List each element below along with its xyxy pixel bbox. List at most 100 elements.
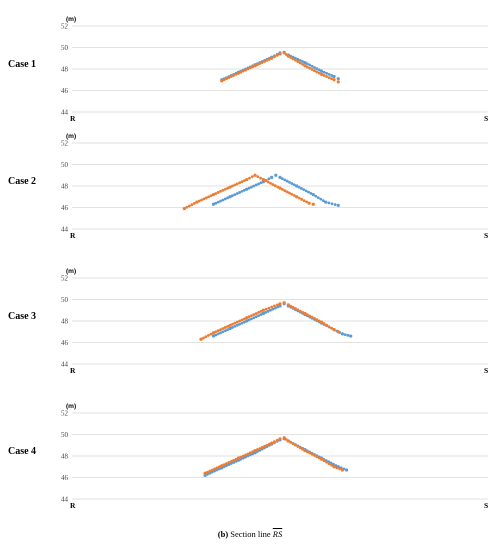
data-point <box>253 64 257 68</box>
profile-marker <box>221 188 225 192</box>
profile-marker <box>240 318 244 322</box>
y-tick-label: 48 <box>61 453 69 461</box>
profile-marker <box>302 188 306 192</box>
data-point <box>236 456 240 460</box>
data-point <box>332 328 336 332</box>
y-unit-label: (m) <box>66 16 76 23</box>
profile-marker <box>241 69 245 73</box>
profile-marker <box>235 182 239 186</box>
profile-marker <box>283 178 287 182</box>
data-point <box>295 184 299 188</box>
profile-marker <box>301 447 304 451</box>
data-point <box>311 202 315 206</box>
profile-marker <box>239 70 243 74</box>
profile-marker <box>280 177 284 181</box>
y-unit-label: (m) <box>66 268 76 275</box>
profile-marker <box>231 184 234 188</box>
profile-marker <box>267 57 271 61</box>
profile-marker <box>244 453 247 457</box>
profile-marker <box>298 59 302 62</box>
profile-marker <box>251 450 255 454</box>
y-tick-label: 50 <box>61 431 69 439</box>
profile-marker <box>241 456 245 460</box>
profile-marker <box>290 182 294 185</box>
data-point <box>286 54 290 58</box>
figure-caption: (b) Section line RS <box>0 529 500 539</box>
profile-marker <box>234 457 238 461</box>
data-point <box>336 77 340 81</box>
profile-marker <box>265 443 269 447</box>
profile-marker <box>222 463 226 466</box>
profile-marker <box>251 65 255 69</box>
y-tick-label: 48 <box>61 318 69 326</box>
profile-marker <box>310 64 314 68</box>
profile-marker <box>242 320 246 324</box>
profile-marker <box>256 450 259 453</box>
profile-marker <box>241 454 245 458</box>
profile-marker <box>269 181 272 185</box>
profile-marker <box>266 180 270 184</box>
profile-marker <box>307 190 310 194</box>
data-point <box>270 441 274 445</box>
profile-marker <box>273 304 276 308</box>
x-end-label: S <box>484 366 488 375</box>
profile-marker <box>297 185 301 189</box>
data-point <box>253 449 257 453</box>
profile-marker <box>207 334 210 337</box>
profile-marker <box>244 455 247 459</box>
y-tick-label: 52 <box>61 23 69 31</box>
data-point <box>320 320 324 324</box>
profile-marker <box>302 199 306 203</box>
data-point <box>320 72 324 76</box>
data-point <box>340 468 344 472</box>
profile-marker <box>206 470 209 474</box>
profile-marker <box>299 187 303 190</box>
x-start-label: R <box>70 114 76 123</box>
profile-marker <box>185 205 189 209</box>
profile-marker <box>301 60 304 63</box>
profile-marker <box>264 311 268 314</box>
data-point <box>303 449 307 453</box>
profile-marker <box>227 461 231 464</box>
profile-marker <box>305 450 309 454</box>
profile-marker <box>242 179 246 183</box>
profile-marker <box>327 462 331 466</box>
data-point <box>320 69 324 73</box>
profile-marker <box>223 329 227 333</box>
profile-marker <box>215 466 219 470</box>
profile-marker <box>346 333 350 337</box>
profile-marker <box>226 328 230 331</box>
profile-marker <box>284 53 288 56</box>
data-point <box>195 200 199 204</box>
profile-marker <box>248 176 251 180</box>
profile-marker <box>246 454 250 458</box>
profile-marker <box>235 323 239 327</box>
y-tick-label: 46 <box>61 339 69 347</box>
profile-marker <box>309 191 313 195</box>
profile-marker <box>240 180 244 184</box>
profile-marker <box>273 306 277 310</box>
profile-marker <box>256 175 260 179</box>
profile-marker <box>315 455 319 459</box>
caption-overline-text: RS <box>272 529 283 539</box>
profile-marker <box>301 62 304 66</box>
profile-marker <box>221 198 225 202</box>
profile-marker <box>214 333 218 337</box>
profile-marker <box>259 181 263 185</box>
data-point <box>270 56 274 60</box>
profile-marker <box>276 305 280 309</box>
profile-marker <box>248 453 252 457</box>
data-point <box>340 332 344 336</box>
data-point <box>211 331 216 335</box>
profile-marker <box>250 185 253 189</box>
profile-marker <box>322 459 326 463</box>
profile-marker <box>259 176 262 180</box>
profile-marker <box>231 194 234 198</box>
data-point <box>324 200 328 204</box>
profile-marker <box>308 451 312 455</box>
profile-marker <box>308 66 312 70</box>
profile-marker <box>275 303 279 307</box>
profile-marker <box>298 309 302 313</box>
series-1 <box>211 173 340 207</box>
profile-marker <box>317 319 321 323</box>
